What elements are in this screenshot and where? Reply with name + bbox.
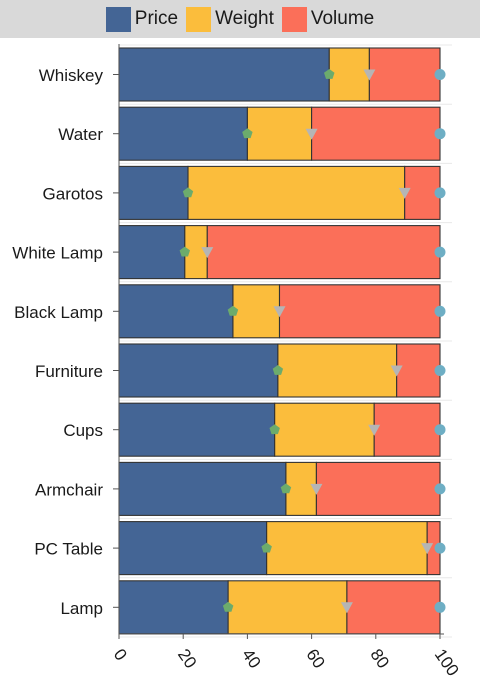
bar-water-volume[interactable] [311, 106, 441, 161]
bar-whiskey-weight[interactable] [328, 47, 370, 102]
legend-item-price[interactable]: Price [105, 6, 179, 32]
x-tick-label: 0 [110, 645, 131, 664]
marker-furniture-weight [390, 365, 403, 377]
x-axis: 0 20 40 60 80 100 [110, 633, 463, 680]
category-label-black-lamp: Black Lamp [14, 303, 103, 322]
marker-armchair-price [280, 483, 292, 494]
bar-whiskey-volume[interactable] [368, 47, 441, 102]
marker-garotos-volume [434, 187, 446, 199]
category-label-whiskey: Whiskey [39, 66, 104, 85]
category-label-pc-table: PC Table [34, 540, 103, 559]
bar-black-lamp-price[interactable] [118, 284, 234, 339]
bar-garotos-price[interactable] [118, 165, 189, 220]
bar-pc-table-weight[interactable] [266, 521, 428, 576]
bar-furniture-weight[interactable] [277, 343, 398, 398]
bar-black-lamp-volume[interactable] [278, 284, 441, 339]
x-tick-label: 20 [174, 645, 200, 671]
category-label-furniture: Furniture [35, 362, 103, 381]
category-label-cups: Cups [63, 421, 103, 440]
marker-lamp-price [222, 601, 234, 612]
marker-whiskey-volume [434, 69, 446, 80]
bar-black-lamp-weight[interactable] [232, 284, 281, 339]
marker-cups-price [269, 424, 280, 435]
legend-label-price: Price [134, 8, 179, 29]
legend-label-weight: Weight [215, 8, 274, 29]
legend: Price Weight Volume [0, 0, 480, 38]
legend-swatch-weight [186, 6, 212, 32]
bars [118, 47, 441, 635]
marker-black-lamp-price [227, 305, 239, 316]
marker-water-weight [305, 128, 318, 140]
bar-white-lamp-volume[interactable] [206, 225, 441, 280]
bar-armchair-price[interactable] [118, 461, 287, 516]
marker-pc-table-price [261, 542, 272, 553]
marker-pc-table-volume [434, 542, 446, 554]
marker-furniture-price [272, 365, 284, 375]
gridlines [119, 44, 452, 638]
bar-furniture-volume[interactable] [396, 343, 441, 398]
bar-water-price[interactable] [118, 106, 248, 161]
bar-armchair-weight[interactable] [285, 461, 317, 516]
legend-swatch-price [105, 6, 131, 32]
marker-water-price [242, 128, 253, 139]
category-label-garotos: Garotos [43, 184, 103, 203]
marker-pc-table-weight [421, 543, 434, 555]
marker-black-lamp-weight [273, 306, 286, 318]
bar-cups-weight[interactable] [274, 402, 375, 457]
category-label-armchair: Armchair [35, 480, 103, 499]
bar-white-lamp-price[interactable] [118, 225, 186, 280]
legend-item-weight[interactable]: Weight [186, 6, 274, 32]
category-label-water: Water [58, 125, 103, 144]
markers [179, 69, 446, 614]
marker-black-lamp-volume [434, 305, 446, 317]
marker-whiskey-price [324, 69, 335, 79]
category-label-lamp: Lamp [60, 599, 103, 618]
marker-furniture-volume [434, 365, 446, 376]
marker-lamp-volume [434, 601, 446, 613]
bar-cups-price[interactable] [118, 402, 276, 457]
bar-lamp-price[interactable] [118, 580, 229, 635]
marker-lamp-weight [340, 602, 353, 614]
bar-pc-table-price[interactable] [118, 521, 268, 576]
marker-armchair-weight [310, 483, 323, 495]
legend-label-volume: Volume [310, 8, 375, 29]
marker-water-volume [434, 128, 446, 140]
marker-cups-volume [434, 424, 446, 436]
bar-garotos-volume[interactable] [404, 165, 441, 220]
x-tick-label: 80 [367, 645, 393, 671]
legend-item-volume[interactable]: Volume [281, 6, 375, 32]
x-tick-label: 60 [302, 645, 328, 671]
x-tick-label: 40 [238, 645, 264, 671]
marker-garotos-weight [398, 187, 411, 199]
legend-swatch-volume [281, 6, 307, 32]
y-axis: Whiskey Water Garotos White Lamp Black Lamp F… [12, 44, 120, 634]
bar-lamp-weight[interactable] [227, 580, 348, 635]
bar-whiskey-price[interactable] [118, 47, 330, 102]
bar-lamp-volume[interactable] [346, 580, 441, 635]
marker-armchair-volume [434, 483, 446, 495]
bar-armchair-volume[interactable] [315, 461, 441, 516]
marker-white-lamp-price [179, 246, 190, 257]
marker-cups-weight [368, 424, 381, 436]
x-tick-label: 100 [431, 645, 463, 679]
marker-garotos-price [182, 187, 194, 198]
marker-white-lamp-weight [201, 247, 214, 259]
marker-white-lamp-volume [434, 246, 446, 258]
bar-garotos-weight[interactable] [187, 165, 406, 220]
bar-water-weight[interactable] [246, 106, 313, 161]
bar-cups-volume[interactable] [373, 402, 441, 457]
bar-furniture-price[interactable] [118, 343, 279, 398]
marker-whiskey-weight [363, 69, 376, 81]
category-label-white-lamp: White Lamp [12, 244, 103, 263]
